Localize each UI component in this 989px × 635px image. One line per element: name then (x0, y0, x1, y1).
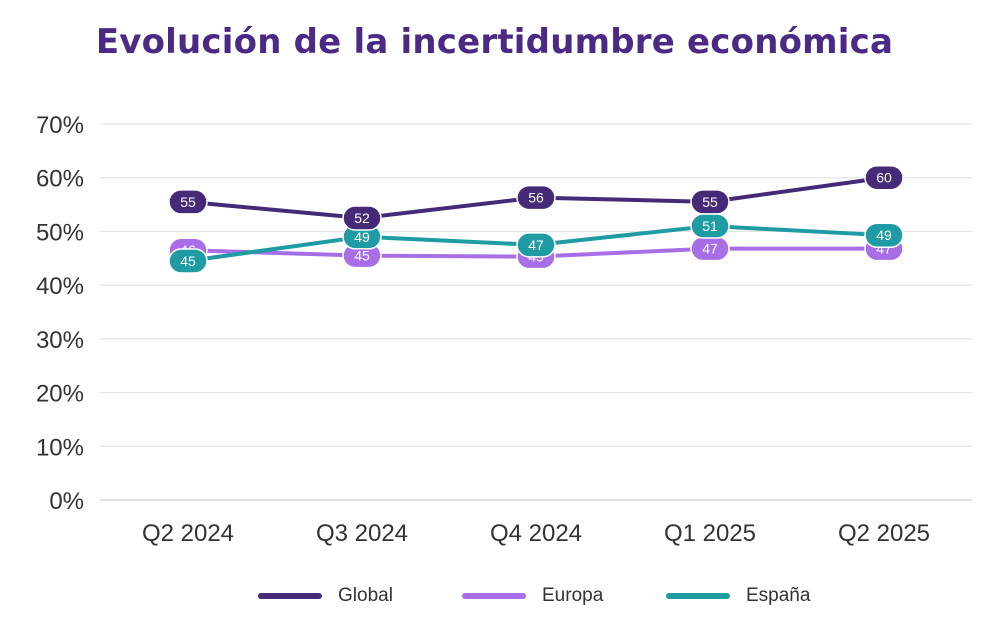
data-labels: 464545474745494751495552565560 (168, 164, 904, 274)
data-point: 45 (168, 248, 208, 274)
data-label: 60 (876, 170, 892, 186)
x-tick-label: Q3 2024 (316, 520, 408, 547)
legend-item-global: Global (258, 581, 393, 611)
data-label-bg (864, 164, 904, 191)
data-point: 51 (690, 213, 730, 239)
data-label-bg (168, 248, 208, 274)
legend-item-espana: España (666, 581, 810, 611)
y-tick-label: 20% (36, 381, 84, 408)
legend-item-europa: Europa (462, 581, 603, 611)
data-label-bg (516, 232, 556, 258)
data-point: 52 (342, 205, 382, 231)
data-label: 56 (528, 190, 544, 206)
data-label: 49 (354, 229, 370, 245)
y-tick-label: 50% (36, 219, 84, 246)
data-label: 51 (702, 218, 718, 234)
data-label-bg (342, 205, 382, 231)
data-label: 55 (702, 194, 718, 210)
data-label-bg (690, 189, 730, 215)
data-label: 52 (354, 210, 370, 226)
legend-swatch-europa (462, 593, 526, 599)
data-point: 56 (516, 184, 556, 211)
grid-lines (100, 123, 972, 501)
data-point: 47 (516, 232, 556, 258)
data-label: 45 (180, 253, 196, 269)
data-point: 55 (168, 189, 208, 215)
data-point: 45 (342, 242, 382, 269)
x-tick-label: Q2 2025 (838, 520, 930, 547)
y-tick-label: 60% (36, 166, 84, 193)
x-tick-label: Q4 2024 (490, 520, 582, 547)
y-tick-label: 0% (49, 488, 84, 515)
data-point: 60 (864, 164, 904, 191)
legend-swatch-espana (666, 593, 730, 599)
data-label: 47 (528, 237, 544, 253)
y-tick-label: 30% (36, 327, 84, 354)
data-label: 45 (354, 248, 370, 264)
y-tick-label: 10% (36, 434, 84, 461)
x-axis-ticks: Q2 2024 Q3 2024 Q4 2024 Q1 2025 Q2 2025 (142, 520, 930, 547)
y-tick-label: 40% (36, 273, 84, 300)
data-point: 49 (864, 222, 904, 248)
x-tick-label: Q1 2025 (664, 520, 756, 547)
legend-label-europa: Europa (542, 585, 604, 606)
y-tick-label: 70% (36, 112, 84, 139)
x-tick-label: Q2 2024 (142, 520, 234, 547)
data-point: 47 (690, 235, 730, 262)
chart-title: Evolución de la incertidumbre económica (95, 22, 894, 62)
data-label-bg (168, 189, 208, 215)
data-label-bg (516, 184, 556, 211)
legend-label-global: Global (338, 585, 393, 606)
y-axis-ticks: 0% 10% 20% 30% 40% 50% 60% 70% (36, 112, 84, 515)
legend-label-espana: España (746, 585, 811, 606)
data-label: 55 (180, 194, 196, 210)
data-label-bg (864, 222, 904, 248)
data-label: 49 (876, 227, 892, 243)
legend: Global Europa España (0, 581, 989, 611)
legend-swatch-global (258, 593, 322, 599)
data-label: 47 (702, 241, 718, 257)
data-point: 55 (690, 189, 730, 215)
